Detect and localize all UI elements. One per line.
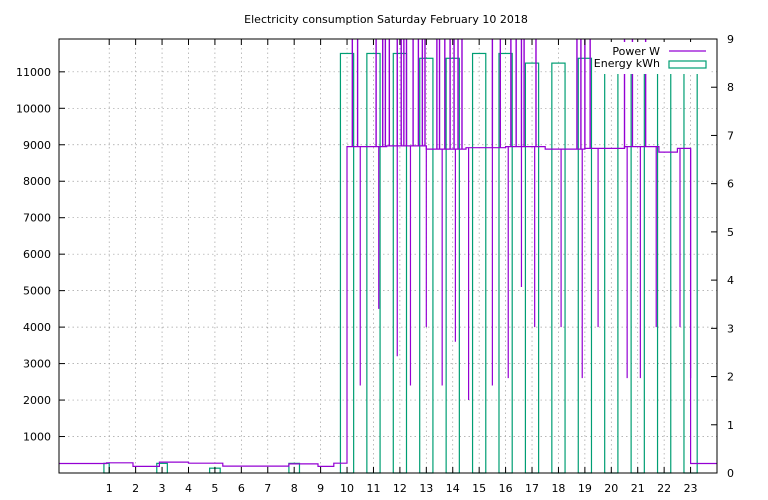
x-tick-label: 19 [578, 482, 592, 495]
x-tick-label: 13 [419, 482, 433, 495]
x-tick-label: 21 [631, 482, 645, 495]
y2-tick-label: 7 [727, 129, 734, 142]
y-tick-label: 2000 [23, 394, 51, 407]
legend: Power W Energy kWh [594, 42, 710, 74]
y2-tick-label: 9 [727, 33, 734, 46]
x-tick-label: 14 [446, 482, 460, 495]
plot-border [58, 38, 718, 474]
x-tick-label: 7 [264, 482, 271, 495]
x-tick-label: 16 [499, 482, 513, 495]
x-tick-label: 23 [684, 482, 698, 495]
legend-label-power: Power W [612, 45, 660, 58]
axes: 1 2 3 4 5 6 7 8 9 10 11 12 13 14 15 16 17 18 19 20 21 22 23100… [16, 33, 734, 495]
x-tick-label: 3 [159, 482, 166, 495]
y-tick-label: 5000 [23, 285, 51, 298]
y2-tick-label: 0 [727, 467, 734, 480]
grid [59, 39, 717, 473]
y2-tick-label: 5 [727, 226, 734, 239]
x-tick-label: 5 [211, 482, 218, 495]
x-tick-label: 10 [340, 482, 354, 495]
energy-bar [103, 462, 110, 474]
x-tick-label: 2 [132, 482, 139, 495]
legend-label-energy: Energy kWh [594, 57, 660, 70]
x-tick-label: 20 [604, 482, 618, 495]
y2-tick-label: 1 [727, 419, 734, 432]
y-tick-label: 3000 [23, 358, 51, 371]
y2-tick-label: 6 [727, 178, 734, 191]
y-tick-label: 6000 [23, 248, 51, 261]
x-tick-label: 1 [106, 482, 113, 495]
y2-tick-label: 8 [727, 81, 734, 94]
x-tick-label: 12 [393, 482, 407, 495]
y-tick-label: 8000 [23, 175, 51, 188]
y-tick-label: 4000 [23, 321, 51, 334]
y-tick-label: 10000 [16, 102, 51, 115]
chart-title: Electricity consumption Saturday Februar… [244, 13, 528, 26]
power-line [59, 145, 717, 467]
x-tick-label: 11 [366, 482, 380, 495]
y-tick-label: 11000 [16, 66, 51, 79]
y2-tick-label: 3 [727, 322, 734, 335]
y2-tick-label: 2 [727, 371, 734, 384]
x-tick-label: 9 [317, 482, 324, 495]
x-tick-label: 22 [657, 482, 671, 495]
y-tick-label: 7000 [23, 212, 51, 225]
y-tick-label: 9000 [23, 139, 51, 152]
x-tick-label: 6 [238, 482, 245, 495]
series-power [59, 39, 717, 467]
x-tick-label: 18 [551, 482, 565, 495]
x-tick-label: 15 [472, 482, 486, 495]
legend-swatch-energy [668, 60, 707, 69]
x-tick-label: 17 [525, 482, 539, 495]
x-tick-label: 4 [185, 482, 192, 495]
x-tick-label: 8 [291, 482, 298, 495]
y2-tick-label: 4 [727, 274, 734, 287]
y-tick-label: 1000 [23, 431, 51, 444]
